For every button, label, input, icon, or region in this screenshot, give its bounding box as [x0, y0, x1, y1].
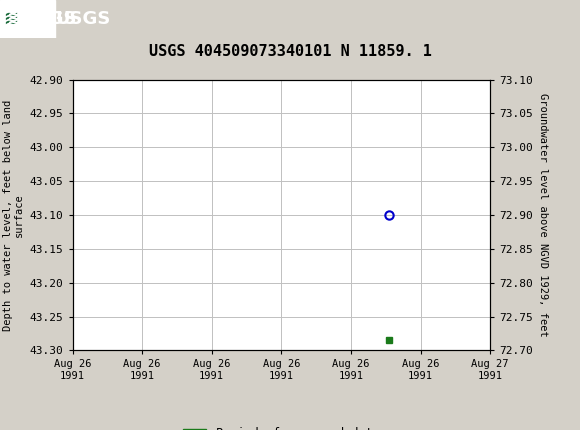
Text: USGS: USGS — [55, 10, 110, 28]
Y-axis label: Groundwater level above NGVD 1929, feet: Groundwater level above NGVD 1929, feet — [538, 93, 549, 337]
Text: ≋: ≋ — [3, 10, 18, 28]
Text: ≋USGS: ≋USGS — [6, 10, 77, 28]
Bar — [0, 0, 55, 38]
Y-axis label: Depth to water level, feet below land
surface: Depth to water level, feet below land su… — [2, 99, 24, 331]
Legend: Period of approved data: Period of approved data — [178, 422, 385, 430]
Text: USGS 404509073340101 N 11859. 1: USGS 404509073340101 N 11859. 1 — [148, 44, 432, 59]
